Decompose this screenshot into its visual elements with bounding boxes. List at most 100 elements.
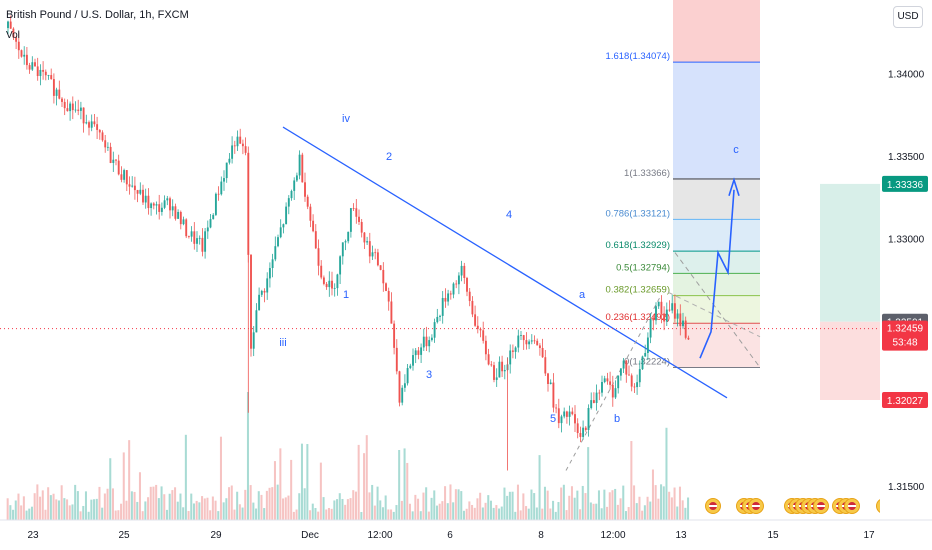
- volume-bar: [111, 488, 114, 520]
- volume-bar: [209, 510, 212, 520]
- volume-bar: [273, 461, 276, 520]
- price-badge-label: 1.33336: [887, 180, 924, 191]
- candle-body: [109, 146, 112, 163]
- volume-bar: [217, 511, 220, 520]
- candle-body: [395, 347, 398, 372]
- candle-body: [628, 374, 630, 376]
- volume-bar: [303, 488, 306, 520]
- volume-bar: [479, 492, 482, 520]
- volume-bar: [219, 436, 222, 520]
- volume-bar: [157, 498, 160, 520]
- candle-body: [133, 185, 136, 191]
- candle-body: [576, 423, 579, 434]
- candle-body: [322, 277, 325, 284]
- volume-bar: [376, 486, 379, 520]
- volume-bar: [678, 486, 681, 520]
- fib-band-0.786: [673, 219, 760, 252]
- candle-body: [509, 350, 512, 365]
- candle-body: [439, 315, 441, 317]
- fib-label-0.786: 0.786(1.33121): [606, 208, 670, 219]
- volume-bar: [579, 509, 582, 520]
- volume-bar: [543, 486, 546, 520]
- fib-label-0: 0(1.32224): [624, 356, 670, 367]
- volume-bar: [417, 498, 420, 520]
- fib-label-0.382: 0.382(1.32659): [606, 285, 670, 296]
- candle-body: [398, 371, 401, 403]
- volume-label[interactable]: Vol: [6, 30, 20, 41]
- candle-body: [295, 175, 298, 181]
- candle-body: [158, 204, 161, 212]
- loss-zone[interactable]: [820, 321, 880, 400]
- candle-body: [360, 221, 363, 233]
- fibonacci-retracement[interactable]: 0(1.32224) 0.236(1.32492) 0.382(1.32659) 0.…: [606, 0, 761, 368]
- volume-bar: [587, 447, 590, 520]
- candle-body: [376, 252, 379, 266]
- projection-path[interactable]: [699, 189, 735, 359]
- trendlines[interactable]: [0, 126, 880, 471]
- volume-bar: [597, 490, 600, 520]
- volume-bar: [454, 489, 457, 520]
- volume-bar: [298, 493, 301, 520]
- wave-label-2: 2: [386, 151, 392, 163]
- time-axis[interactable]: [0, 520, 880, 550]
- volume-bar: [649, 501, 652, 520]
- flag-stripe: [752, 505, 760, 507]
- volume-bar: [484, 502, 487, 520]
- volume-bar: [252, 502, 255, 520]
- volume-bar: [606, 506, 609, 520]
- candle-body: [333, 288, 336, 289]
- candle-body: [279, 227, 282, 238]
- candle-body: [185, 219, 188, 237]
- volume-bar: [400, 500, 403, 520]
- candle-body: [425, 336, 428, 347]
- volume-bar: [457, 489, 460, 520]
- candle-body: [382, 269, 385, 284]
- candle-body: [571, 411, 574, 415]
- candle-body: [36, 66, 39, 77]
- volume-bar: [25, 510, 28, 520]
- candle-body: [74, 109, 77, 111]
- candle-body: [603, 378, 606, 382]
- candle-body: [233, 145, 236, 147]
- volume-bar: [562, 484, 565, 520]
- volume-bar: [627, 507, 630, 520]
- descending-trendline[interactable]: [282, 126, 728, 399]
- volume-bar: [120, 503, 123, 520]
- volume-bar: [535, 507, 538, 520]
- volume-bar: [371, 484, 374, 520]
- candle-body: [444, 297, 447, 302]
- volume-bar: [525, 506, 528, 520]
- volume-bar: [395, 505, 398, 520]
- volume-bar: [476, 498, 479, 520]
- candle-body: [633, 386, 636, 388]
- wave-label-4: 4: [506, 209, 512, 221]
- volume-bar: [41, 490, 44, 520]
- volume-bar: [314, 507, 317, 520]
- volume-bar: [179, 493, 182, 520]
- symbol-title[interactable]: British Pound / U.S. Dollar, 1h, FXCM: [6, 9, 189, 21]
- currency-button[interactable]: USD: [893, 6, 923, 28]
- volume-bar: [14, 500, 17, 520]
- volume-bar: [319, 462, 322, 520]
- candle-body: [115, 159, 117, 161]
- candle-body: [282, 224, 285, 228]
- volume-bar: [233, 509, 236, 520]
- volume-bar: [82, 505, 85, 520]
- event-icons[interactable]: [705, 498, 892, 514]
- candle-body: [117, 160, 120, 175]
- wave-label-5: 5: [550, 413, 556, 425]
- y-tick-label: 1.31500: [888, 482, 925, 493]
- price-axis[interactable]: [880, 0, 932, 550]
- volume-bar: [79, 511, 82, 520]
- volume-bar: [427, 511, 430, 520]
- candle-body: [66, 108, 69, 112]
- volume-bar: [352, 490, 355, 520]
- candle-body: [98, 129, 101, 133]
- volume-bar: [495, 505, 498, 520]
- volume-bar: [500, 506, 503, 520]
- candle-body: [187, 236, 190, 237]
- profit-zone[interactable]: [820, 183, 880, 322]
- volume-bar: [52, 493, 55, 520]
